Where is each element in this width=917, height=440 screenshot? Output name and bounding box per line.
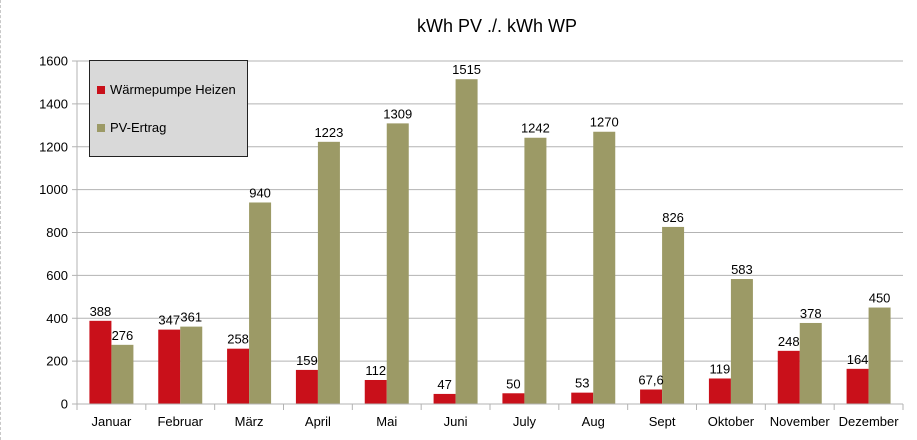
x-tick-label-sept: Sept: [649, 414, 676, 429]
x-tick-label-aug: Aug: [582, 414, 605, 429]
bar-pv-yield-juni: [455, 79, 478, 405]
y-tick-label-400: 400: [46, 311, 68, 326]
x-tick-label-dezember: Dezember: [839, 414, 900, 429]
data-label-heat-pump-mai: 112: [365, 363, 386, 378]
bar-heat-pump-januar: [89, 320, 112, 404]
y-tick-label-1600: 1600: [39, 54, 68, 69]
data-label-pv-yield-july: 1242: [521, 121, 550, 136]
x-tick-label-november: November: [770, 414, 831, 429]
y-tick-label-600: 600: [46, 268, 68, 283]
bar-heat-pump-november: [777, 350, 800, 404]
legend-item-pv-yield: PV-Ertrag: [97, 120, 166, 135]
page-border: [0, 0, 4, 440]
bar-pv-yield-aug: [593, 131, 616, 404]
x-tick-label-mai: Mai: [376, 414, 397, 429]
bar-pv-yield-februar: [180, 326, 203, 404]
data-label-pv-yield-sept: 826: [662, 210, 684, 225]
y-tick-label-0: 0: [61, 397, 68, 412]
x-axis: Januar Februar März April Mai Juni July Aug Sept…: [76, 403, 904, 429]
bar-heat-pump-oktober: [708, 378, 731, 404]
bar-heat-pump-sept: [640, 389, 663, 404]
x-tick-label-july: July: [513, 414, 537, 429]
data-label-heat-pump-marz: 258: [227, 332, 249, 347]
data-label-pv-yield-dezember: 450: [869, 291, 891, 306]
x-tick-label-marz: März: [235, 414, 264, 429]
bar-heat-pump-april: [295, 369, 318, 404]
legend-label-pv-yield: PV-Ertrag: [110, 120, 167, 135]
bar-pv-yield-dezember: [868, 307, 891, 404]
data-label-pv-yield-aug: 1270: [590, 115, 619, 130]
bar-pv-yield-mai: [386, 123, 409, 405]
legend-label-heat-pump: Wärmepumpe Heizen: [110, 82, 236, 97]
bar-pv-yield-marz: [249, 202, 272, 404]
bar-heat-pump-dezember: [846, 368, 869, 404]
chart-title: kWh PV ./. kWh WP: [417, 16, 577, 36]
bar-pv-yield-januar: [111, 344, 134, 404]
data-label-pv-yield-januar: 276: [112, 328, 134, 343]
bar-pv-yield-november: [799, 322, 822, 404]
x-tick-label-februar: Februar: [157, 414, 203, 429]
data-label-heat-pump-oktober: 119: [710, 361, 731, 376]
data-label-heat-pump-aug: 53: [575, 376, 589, 391]
data-label-pv-yield-april: 1223: [314, 125, 343, 140]
data-label-heat-pump-sept: 67,6: [638, 373, 663, 388]
bar-pv-yield-oktober: [730, 279, 753, 404]
bar-heat-pump-mai: [364, 379, 387, 404]
data-label-heat-pump-januar: 388: [90, 304, 112, 319]
bar-heat-pump-marz: [227, 348, 250, 404]
x-tick-label-oktober: Oktober: [708, 414, 755, 429]
x-tick-label-januar: Januar: [92, 414, 132, 429]
bar-heat-pump-aug: [571, 392, 594, 404]
y-tick-label-1200: 1200: [39, 139, 68, 154]
y-tick-label-1400: 1400: [39, 96, 68, 111]
legend-swatch-pv-yield: [97, 123, 105, 132]
x-tick-label-juni: Juni: [444, 414, 468, 429]
data-label-heat-pump-april: 159: [296, 353, 318, 368]
data-label-pv-yield-november: 378: [800, 306, 822, 321]
legend-swatch-heat-pump: [97, 85, 105, 94]
y-tick-label-1000: 1000: [39, 182, 68, 197]
data-label-pv-yield-marz: 940: [249, 185, 271, 200]
bar-pv-yield-july: [524, 137, 547, 404]
data-label-heat-pump-dezember: 164: [847, 352, 869, 367]
bar-heat-pump-februar: [158, 329, 181, 404]
data-label-heat-pump-july: 50: [506, 376, 520, 391]
legend: Wärmepumpe Heizen PV-Ertrag: [89, 60, 248, 157]
bar-pv-yield-sept: [662, 226, 685, 404]
y-axis: 0 200 400 600 800 1000 1200 1400 1600: [39, 54, 77, 412]
data-label-heat-pump-juni: 47: [437, 377, 451, 392]
data-label-pv-yield-juni: 1515: [452, 62, 481, 77]
legend-item-heat-pump: Wärmepumpe Heizen: [97, 82, 236, 97]
data-label-pv-yield-februar: 361: [180, 310, 202, 325]
y-tick-label-800: 800: [46, 225, 68, 240]
y-tick-label-200: 200: [46, 354, 68, 369]
data-label-pv-yield-mai: 1309: [383, 106, 412, 121]
bar-heat-pump-july: [502, 393, 525, 404]
bar-pv-yield-april: [317, 141, 340, 404]
data-label-pv-yield-oktober: 583: [731, 262, 753, 277]
x-tick-label-april: April: [305, 414, 331, 429]
bar-heat-pump-juni: [433, 393, 456, 404]
data-label-heat-pump-november: 248: [778, 334, 800, 349]
bars: [89, 79, 891, 405]
data-label-heat-pump-februar: 347: [158, 313, 180, 328]
